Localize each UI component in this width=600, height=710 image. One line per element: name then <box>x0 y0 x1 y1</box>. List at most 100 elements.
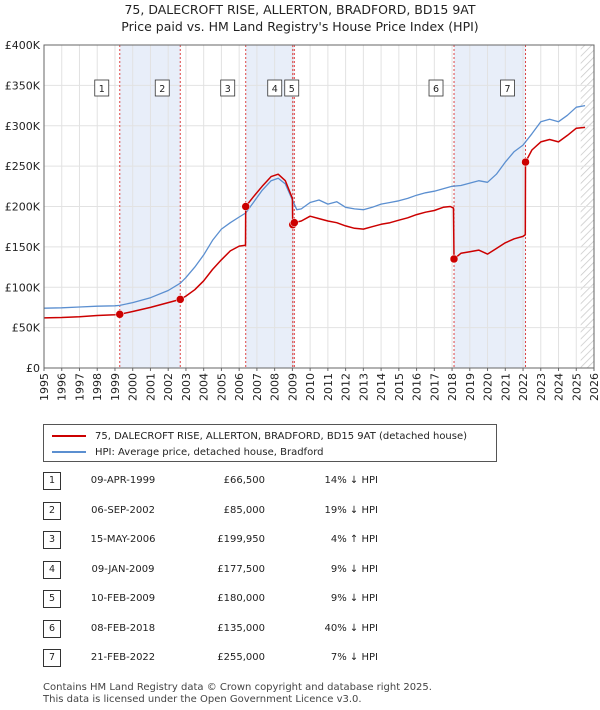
x-tick-label: 1997 <box>73 373 86 401</box>
sale-price: £180,000 <box>217 593 265 604</box>
sale-hpi-diff: 7% ↓ HPI <box>330 652 378 663</box>
legend-hpi-line <box>52 451 86 453</box>
sale-hpi-diff: 9% ↓ HPI <box>330 563 378 575</box>
legend: 75, DALECROFT RISE, ALLERTON, BRADFORD, … <box>43 424 497 462</box>
sale-number-badge: 3 <box>43 531 61 549</box>
y-tick-label: £350K <box>5 79 41 92</box>
x-tick-label: 2015 <box>393 373 406 401</box>
sale-price: £255,000 <box>217 652 265 663</box>
sale-price: £135,000 <box>217 622 265 634</box>
sale-row: 5 10-FEB-2009 £180,000 9% ↓ HPI <box>43 588 463 610</box>
x-tick-label: 2018 <box>446 373 459 401</box>
sale-marker-label: 6 <box>433 84 439 95</box>
legend-item-hpi: HPI: Average price, detached house, Brad… <box>52 444 323 460</box>
x-tick-label: 2022 <box>517 373 530 401</box>
x-tick-label: 2010 <box>304 373 317 401</box>
sale-point <box>290 218 299 227</box>
y-tick-label: £400K <box>5 39 41 52</box>
sale-number-badge: 4 <box>43 560 61 579</box>
sale-hpi-diff: 40% ↓ HPI <box>324 622 378 634</box>
x-tick-label: 2000 <box>127 373 140 401</box>
y-tick-label: £0 <box>26 362 40 375</box>
x-tick-label: 2006 <box>233 373 246 401</box>
sale-date: 10-FEB-2009 <box>90 593 156 604</box>
sale-row: 2 06-SEP-2002 £85,000 19% ↓ HPI <box>43 500 463 522</box>
sale-marker-label: 2 <box>159 84 165 95</box>
x-tick-label: 2001 <box>144 373 157 401</box>
x-tick-label: 2016 <box>411 373 424 401</box>
x-tick-label: 2023 <box>535 373 548 401</box>
price-chart: 1 2 3 4 5 6 7 £0 £50K £100K £150K £200K £250K £300K £3… <box>5 39 600 401</box>
sale-marker-badge <box>428 79 444 97</box>
sale-number-badge: 1 <box>43 472 61 490</box>
sale-point <box>115 310 125 319</box>
sale-hpi-diff: 19% ↓ HPI <box>324 504 378 516</box>
sale-marker-badge <box>500 79 515 97</box>
x-tick-label: 2025 <box>570 373 583 401</box>
sale-marker-label: 3 <box>225 84 231 95</box>
sale-number-badge: 7 <box>43 649 61 667</box>
legend-hpi-label: HPI: Average price, detached house, Brad… <box>95 446 324 458</box>
x-tick-label: 2013 <box>357 373 370 401</box>
property-series-line <box>43 126 586 319</box>
y-tick-label: £50K <box>12 322 41 335</box>
x-tick-label: 2026 <box>588 373 600 401</box>
sale-date: 15-MAY-2006 <box>90 534 156 545</box>
x-tick-label: 2024 <box>553 373 566 401</box>
x-tick-label: 2014 <box>375 373 388 401</box>
sale-marker-badge <box>154 79 170 97</box>
sale-hpi-diff: 9% ↓ HPI <box>330 593 378 604</box>
x-tick-label: 2021 <box>499 373 512 401</box>
x-tick-label: 2008 <box>269 373 282 401</box>
x-tick-label: 2002 <box>162 373 175 401</box>
sale-hpi-diff: 14% ↓ HPI <box>324 475 378 486</box>
sale-date: 09-JAN-2009 <box>91 563 155 575</box>
y-tick-label: £250K <box>5 160 41 173</box>
y-tick-label: £300K <box>5 120 41 133</box>
sale-number-badge: 5 <box>43 590 61 608</box>
sale-date: 09-APR-1999 <box>90 475 156 486</box>
sale-marker-badge <box>220 79 236 97</box>
sale-marker-label: 1 <box>99 84 105 95</box>
legend-property-label: 75, DALECROFT RISE, ALLERTON, BRADFORD, … <box>95 430 468 442</box>
x-tick-label: 2011 <box>322 373 335 401</box>
legend-property-line <box>52 435 86 437</box>
y-tick-label: £200K <box>5 201 41 214</box>
sale-row: 4 09-JAN-2009 £177,500 9% ↓ HPI <box>43 559 463 581</box>
sale-row: 6 08-FEB-2018 £135,000 40% ↓ HPI <box>43 618 463 640</box>
sale-point <box>241 202 250 211</box>
sale-marker-label: 7 <box>504 84 510 95</box>
sale-price: £85,000 <box>223 504 265 516</box>
plot-frame <box>43 44 595 369</box>
sale-price: £177,500 <box>217 563 265 575</box>
x-tick-label: 2004 <box>198 373 211 401</box>
footer-licence: This data is licensed under the Open Gov… <box>43 694 362 705</box>
sale-number-badge: 2 <box>43 501 61 520</box>
sale-date: 21-FEB-2022 <box>90 652 156 663</box>
chart-subtitle: Price paid vs. HM Land Registry's House … <box>121 19 479 34</box>
x-tick-label: 1996 <box>56 373 69 401</box>
x-tick-label: 2019 <box>464 373 477 401</box>
x-tick-label: 2007 <box>251 373 264 401</box>
footer-copyright: Contains HM Land Registry data © Crown c… <box>43 682 432 693</box>
chart-title: 75, DALECROFT RISE, ALLERTON, BRADFORD, … <box>124 2 476 17</box>
sale-point <box>449 254 459 264</box>
sale-marker-badge <box>284 79 300 97</box>
x-tick-label: 2005 <box>215 373 228 401</box>
sale-hpi-diff: 4% ↑ HPI <box>330 534 378 545</box>
sale-point <box>521 157 530 167</box>
sale-date: 08-FEB-2018 <box>90 622 156 634</box>
sale-row: 3 15-MAY-2006 £199,950 4% ↑ HPI <box>43 529 463 551</box>
x-tick-label: 2017 <box>428 373 441 401</box>
x-tick-label: 1995 <box>38 373 51 401</box>
y-tick-label: £100K <box>5 281 41 294</box>
x-tick-label: 2009 <box>286 373 299 401</box>
legend-item-property: 75, DALECROFT RISE, ALLERTON, BRADFORD, … <box>52 428 467 444</box>
sale-marker-badge <box>267 79 283 97</box>
sale-marker-badge <box>94 79 110 97</box>
y-tick-label: £150K <box>5 241 41 254</box>
sale-marker-label: 4 <box>272 84 278 95</box>
sale-point <box>176 295 185 304</box>
sale-date: 06-SEP-2002 <box>91 504 155 516</box>
hpi-series-line <box>43 104 586 309</box>
